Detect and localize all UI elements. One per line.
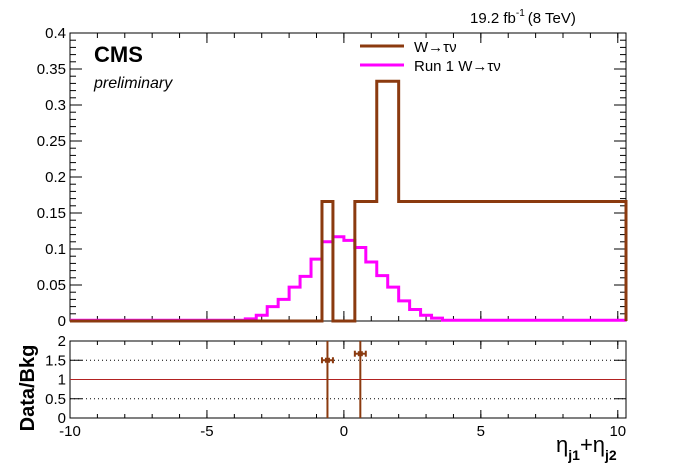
main-y-tick-label: 0.15 xyxy=(37,205,66,222)
main-y-tick-label: 0.35 xyxy=(37,61,66,78)
x-tick-label: -10 xyxy=(59,423,81,440)
x-tick-label: 0 xyxy=(340,423,348,440)
preliminary-label: preliminary xyxy=(93,75,173,92)
x-tick-label: -5 xyxy=(200,423,213,440)
main-y-tick-label: 0.1 xyxy=(45,241,66,258)
ratio-y-axis-label: Data/Bkg xyxy=(17,345,39,432)
ratio-content: -10 -5 0 5 10 0 0.5 1 1.5 2 xyxy=(45,333,626,440)
legend-entry: Run 1 W→τν xyxy=(414,58,501,75)
histogram-series-1 xyxy=(70,235,626,322)
legend: W→τν Run 1 W→τν xyxy=(360,39,501,75)
ratio-panel: -10 -5 0 5 10 0 0.5 1 1.5 2 Data/Bkg ηj1+ηj2 xyxy=(17,333,627,463)
ratio-y-tick-label: 0.5 xyxy=(45,391,66,408)
ratio-point xyxy=(357,351,363,357)
main-ticks: 0 0.05 0.1 0.15 0.2 0.25 0.3 0.35 0.4 xyxy=(37,25,626,330)
legend-entry: W→τν xyxy=(414,39,457,56)
ratio-y-tick-label: 2 xyxy=(58,333,66,350)
main-y-tick-label: 0.25 xyxy=(37,133,66,150)
x-tick-label: 5 xyxy=(477,423,485,440)
ratio-point xyxy=(324,357,330,363)
cms-label: CMS xyxy=(94,42,143,67)
x-tick-label: 10 xyxy=(609,423,626,440)
main-y-tick-label: 0.3 xyxy=(45,97,66,114)
ratio-y-tick-label: 0 xyxy=(58,410,66,427)
main-y-tick-label: 0.05 xyxy=(37,277,66,294)
x-axis-label: ηj1+ηj2 xyxy=(556,432,617,463)
main-y-tick-label: 0 xyxy=(58,313,66,330)
luminosity-label: 19.2 fb-1 (8 TeV) xyxy=(470,8,576,27)
histogram-series-0 xyxy=(70,79,628,323)
main-y-tick-label: 0.2 xyxy=(45,169,66,186)
main-panel: 0 0.05 0.1 0.15 0.2 0.25 0.3 0.35 0.4 CMS prelim… xyxy=(37,25,628,330)
main-y-tick-label: 0.4 xyxy=(45,25,66,42)
ratio-y-tick-label: 1 xyxy=(58,372,66,389)
ratio-y-tick-label: 1.5 xyxy=(45,352,66,369)
main-histograms xyxy=(70,79,628,323)
